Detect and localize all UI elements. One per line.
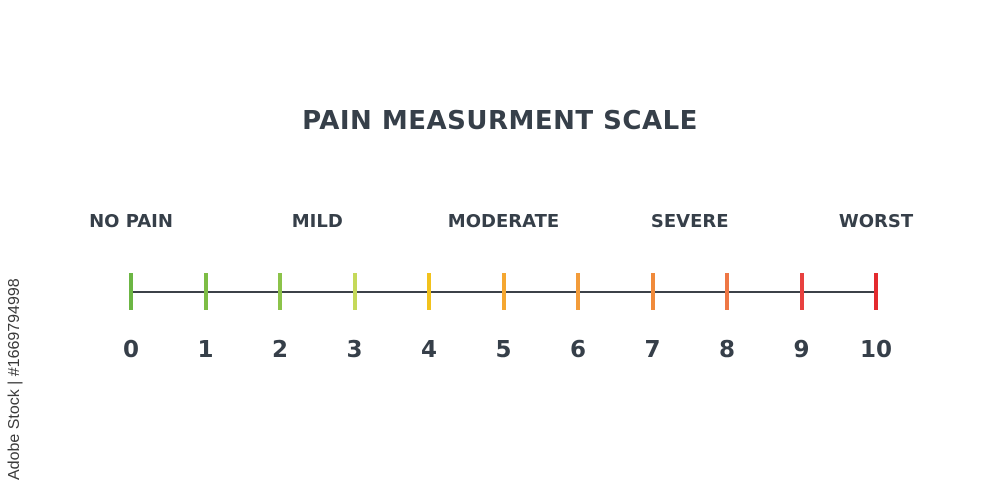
scale-tick-10 [874, 273, 878, 310]
scale-number-6: 6 [569, 337, 587, 363]
category-label: MODERATE [447, 211, 560, 232]
scale-tick-6 [576, 273, 580, 310]
scale-number-3: 3 [346, 337, 363, 363]
scale-tick-4 [427, 273, 431, 310]
scale-number-0: 0 [122, 337, 140, 363]
scale-tick-5 [501, 273, 506, 310]
scale-number-5: 5 [495, 337, 512, 363]
scale-number-10: 10 [859, 337, 893, 363]
scale-tick-0 [129, 273, 133, 310]
page-title: PAIN MEASURMENT SCALE [302, 106, 698, 136]
scale-number-9: 9 [793, 337, 810, 363]
category-label: SEVERE [650, 211, 729, 232]
scale-tick-3 [352, 273, 357, 310]
scale-number-7: 7 [644, 337, 661, 363]
scale-tick-9 [799, 273, 804, 310]
category-label: NO PAIN [89, 211, 173, 232]
scale-number-1: 1 [197, 337, 214, 363]
scale-number-4: 4 [420, 337, 438, 363]
category-label: WORST [838, 211, 914, 232]
scale-tick-7 [650, 273, 655, 310]
scale-tick-2 [278, 273, 282, 310]
scale-tick-8 [725, 273, 729, 310]
category-label: MILD [291, 211, 343, 232]
scale-tick-1 [203, 273, 208, 310]
scale-number-8: 8 [718, 337, 736, 363]
watermark: Adobe Stock | #1669794998 [6, 278, 23, 480]
scale-number-2: 2 [271, 337, 289, 363]
